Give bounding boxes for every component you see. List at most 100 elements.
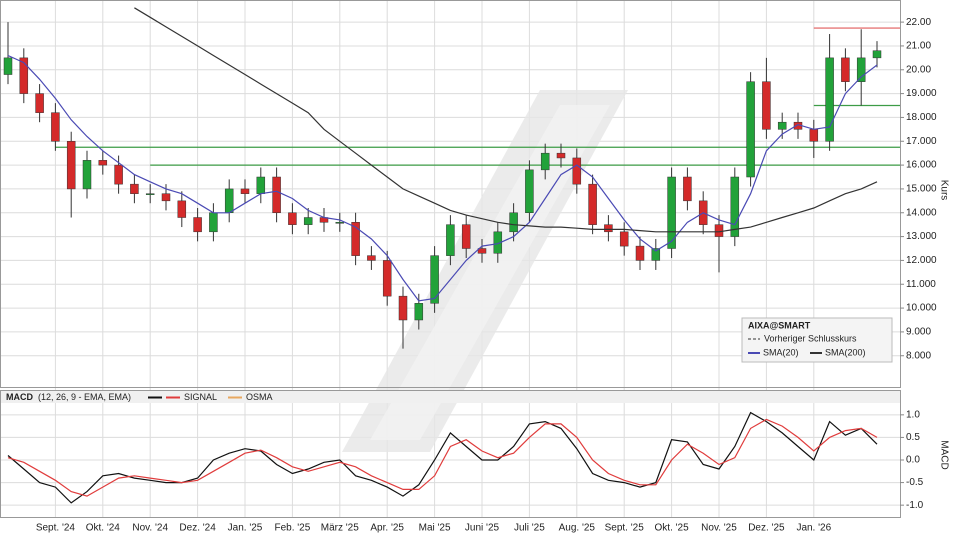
legend-label: SMA(200) <box>825 347 866 357</box>
candle-body <box>351 222 360 256</box>
x-tick-label: Juni '25 <box>465 523 500 534</box>
candle-body <box>762 81 771 130</box>
legend-label: SIGNAL <box>184 392 217 402</box>
legend-title: AIXA@SMART <box>748 320 811 330</box>
y-tick-label: 8.000 <box>906 350 931 361</box>
macd-title: MACD <box>6 392 33 402</box>
x-tick-label: Feb. '25 <box>274 523 310 534</box>
candle-body <box>841 57 850 82</box>
y-tick-label: 9.000 <box>906 327 931 338</box>
candle-body <box>161 193 171 202</box>
candle-body <box>477 248 487 254</box>
y-tick-label: -1.0 <box>906 500 924 511</box>
candle-body <box>288 212 297 225</box>
candle-body <box>35 93 44 113</box>
candle-body <box>414 303 424 321</box>
x-tick-label: Sept. '25 <box>605 523 645 534</box>
candle-body <box>635 245 645 261</box>
x-tick-label: Aug. '25 <box>559 523 596 534</box>
legend-label: OSMA <box>246 392 273 402</box>
candle-body <box>98 160 108 166</box>
y-tick-label: 0.5 <box>906 432 920 443</box>
candle-body <box>540 152 550 171</box>
y-tick-label: 22.00 <box>906 17 931 28</box>
y-tick-label: 19.000 <box>906 88 937 99</box>
x-tick-label: Nov. '24 <box>132 523 168 534</box>
candle-body <box>335 222 345 224</box>
candle-body <box>556 152 566 159</box>
y-tick-label: 17.000 <box>906 136 937 147</box>
price-panel-frame <box>0 0 901 388</box>
candle-body <box>51 112 60 142</box>
y-tick-label: 16.000 <box>906 160 937 171</box>
y-tick-label: 10.000 <box>906 303 937 314</box>
candle-body <box>714 224 724 237</box>
x-tick-label: Apr. '25 <box>370 523 404 534</box>
candle-body <box>145 193 155 195</box>
x-tick-label: Jan. '26 <box>796 523 831 534</box>
candle-body <box>825 57 834 142</box>
y-tick-label: 15.000 <box>906 184 937 195</box>
candle-body <box>66 141 76 190</box>
candle-body <box>82 160 92 190</box>
candle-body <box>856 57 866 82</box>
candle-body <box>272 176 281 214</box>
candle-body <box>619 231 629 247</box>
candle-body <box>730 176 740 237</box>
y-tick-label: 0.0 <box>906 455 920 466</box>
y-tick-label: 20.00 <box>906 64 931 75</box>
y-tick-label: 13.000 <box>906 231 937 242</box>
candle-body <box>809 129 819 142</box>
x-tick-label: Dez. '25 <box>748 523 785 534</box>
candle-body <box>209 212 218 233</box>
candle-body <box>525 169 534 214</box>
macd-subtitle: (12, 26, 9 - EMA, EMA) <box>38 392 131 402</box>
candle-body <box>177 200 187 218</box>
series-line <box>134 7 878 233</box>
candle-body <box>872 50 882 59</box>
x-tick-label: Okt. '25 <box>655 523 690 534</box>
candle-body <box>509 212 518 233</box>
x-tick-label: Okt. '24 <box>86 523 121 534</box>
x-tick-label: März '25 <box>321 523 359 534</box>
legend-label: Vorheriger Schlusskurs <box>764 333 857 343</box>
y-tick-label: 14.000 <box>906 207 937 218</box>
candle-body <box>746 81 755 178</box>
candle-body <box>240 188 250 194</box>
candle-body <box>3 57 13 75</box>
candle-body <box>398 295 408 321</box>
candle-body <box>430 255 439 304</box>
x-tick-label: Mai '25 <box>419 523 451 534</box>
y-axis-label: MACD <box>938 440 949 469</box>
candle-body <box>651 248 661 261</box>
candle-body <box>367 255 376 261</box>
y-tick-label: 12.000 <box>906 255 937 266</box>
y-axis-label: Kurs <box>938 180 949 201</box>
candle-body <box>667 176 676 249</box>
series-line <box>7 54 878 302</box>
x-tick-label: Sept. '24 <box>36 523 76 534</box>
candle-body <box>683 176 692 202</box>
legend-label: SMA(20) <box>763 347 799 357</box>
candle-body <box>130 183 139 194</box>
marks <box>3 7 900 504</box>
y-tick-label: -0.5 <box>906 477 924 488</box>
candle-body <box>114 164 123 185</box>
candle-body <box>777 121 787 130</box>
x-tick-label: Nov. '25 <box>701 523 737 534</box>
candle-body <box>572 157 582 185</box>
candle-body <box>256 176 266 194</box>
x-tick-label: Juli '25 <box>514 523 545 534</box>
candle-body <box>588 183 597 225</box>
x-tick-label: Dez. '24 <box>179 523 216 534</box>
candle-body <box>193 217 202 233</box>
y-tick-label: 1.0 <box>906 409 920 420</box>
candle-body <box>303 217 313 225</box>
macd-panel-frame <box>0 390 901 518</box>
x-tick-label: Jan. '25 <box>228 523 263 534</box>
candle-body <box>224 188 234 214</box>
series-line <box>7 418 878 497</box>
candle-body <box>604 224 613 233</box>
candle-body <box>19 57 29 94</box>
